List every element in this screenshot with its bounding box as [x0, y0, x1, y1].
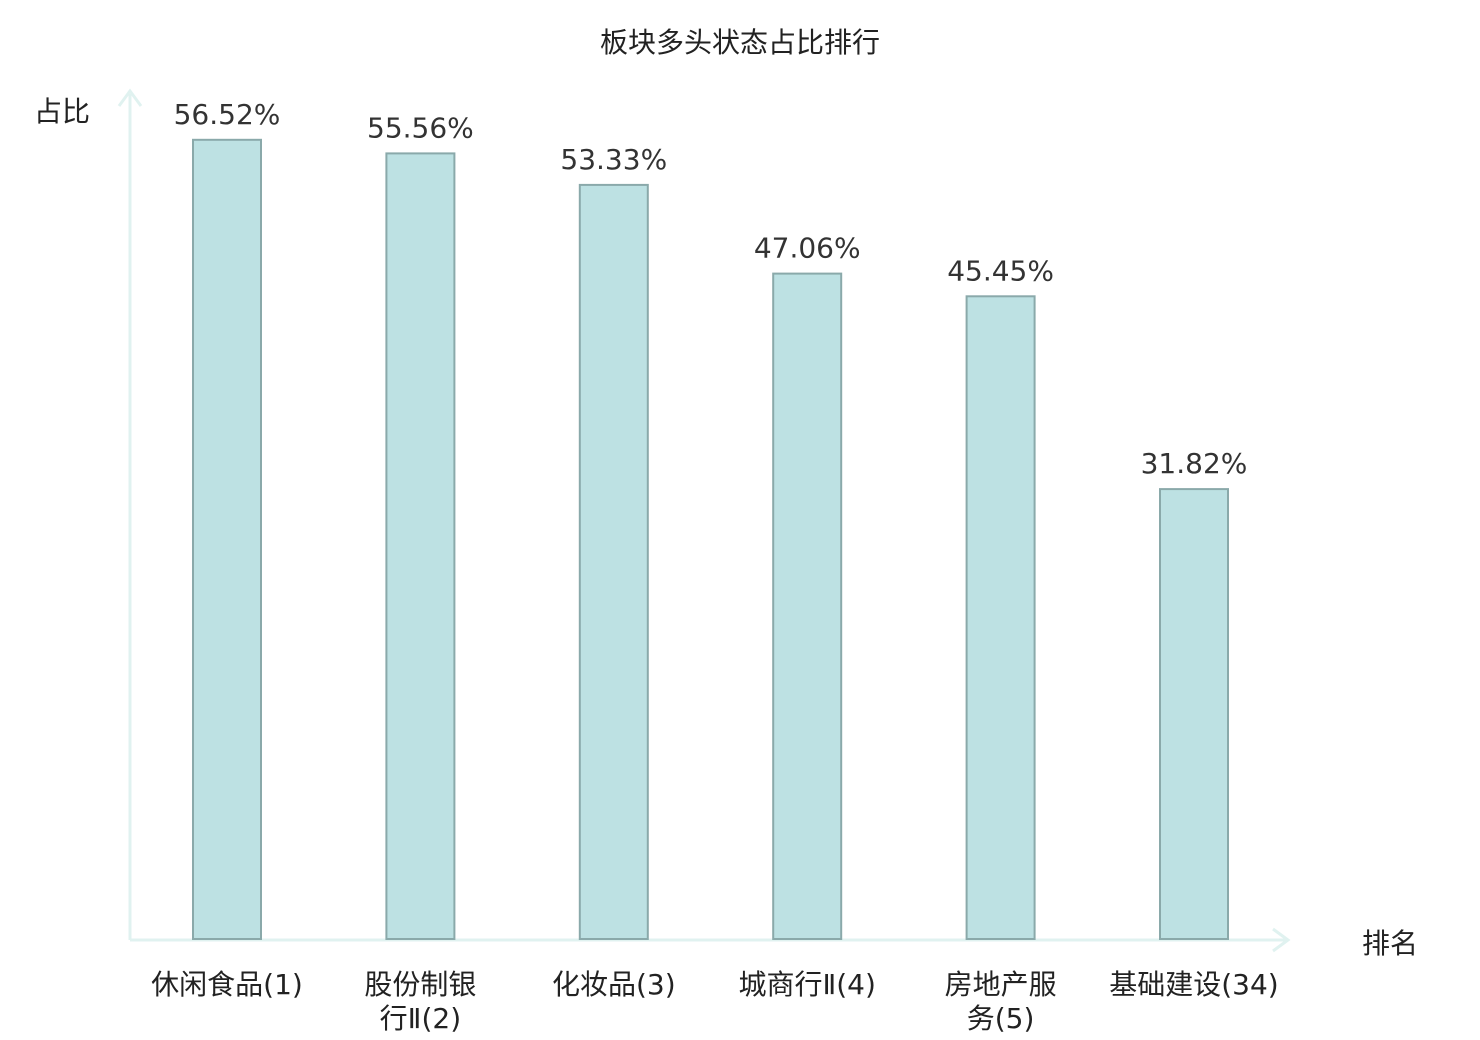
bar-value-label: 53.33%: [560, 143, 667, 176]
y-axis-arrow: [117, 88, 143, 107]
x-axis-label: 排名: [1362, 927, 1418, 960]
bar-value-label: 31.82%: [1141, 447, 1248, 480]
bar: [192, 138, 262, 941]
bar: [578, 183, 649, 940]
category-labels-group: 休闲食品(1) 股份制银行Ⅱ(2) 化妆品(3) 城商行Ⅱ(4) 房地产服务(5) 基础建…: [151, 968, 1279, 1035]
bar-value-label: 47.06%: [754, 232, 861, 265]
bar-value-label: 55.56%: [367, 111, 474, 144]
category-label: 房地产服务(5): [945, 968, 1057, 1035]
bar-value-label: 56.52%: [174, 98, 281, 131]
category-label: 化妆品(3): [552, 968, 676, 1001]
bar-value-label: 45.45%: [947, 254, 1054, 287]
bar: [772, 272, 843, 941]
x-axis: [130, 927, 1291, 953]
bar: [385, 152, 456, 940]
y-axis: [117, 88, 143, 940]
x-axis-arrow: [1272, 927, 1291, 953]
category-label: 城商行Ⅱ(4): [738, 968, 875, 1001]
chart-title: 板块多头状态占比排行: [600, 26, 880, 59]
category-label: 股份制银行Ⅱ(2): [364, 968, 476, 1035]
bar: [1159, 488, 1229, 940]
bars-group: [192, 138, 1229, 941]
category-label: 基础建设(34): [1109, 968, 1278, 1001]
y-axis-label: 占比: [34, 95, 90, 128]
value-labels-group: 56.52% 55.56% 53.33% 47.06% 45.45% 31.82%: [174, 98, 1248, 480]
bar: [965, 295, 1036, 940]
category-label: 休闲食品(1): [151, 968, 303, 1001]
